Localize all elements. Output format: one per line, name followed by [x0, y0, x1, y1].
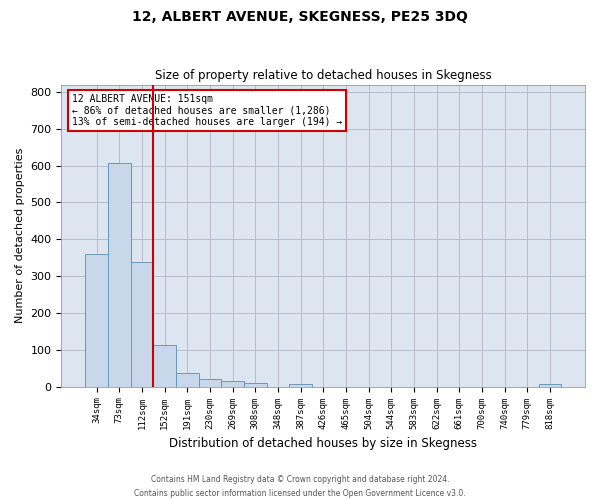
Text: 12, ALBERT AVENUE, SKEGNESS, PE25 3DQ: 12, ALBERT AVENUE, SKEGNESS, PE25 3DQ — [132, 10, 468, 24]
Y-axis label: Number of detached properties: Number of detached properties — [15, 148, 25, 324]
X-axis label: Distribution of detached houses by size in Skegness: Distribution of detached houses by size … — [169, 437, 477, 450]
Bar — [199, 379, 221, 386]
Bar — [85, 254, 108, 386]
Text: Contains HM Land Registry data © Crown copyright and database right 2024.
Contai: Contains HM Land Registry data © Crown c… — [134, 476, 466, 498]
Bar — [244, 383, 266, 386]
Bar — [108, 163, 131, 386]
Bar — [131, 262, 153, 386]
Bar — [221, 381, 244, 386]
Text: 12 ALBERT AVENUE: 151sqm
← 86% of detached houses are smaller (1,286)
13% of sem: 12 ALBERT AVENUE: 151sqm ← 86% of detach… — [72, 94, 342, 127]
Bar — [539, 384, 561, 386]
Bar — [176, 374, 199, 386]
Title: Size of property relative to detached houses in Skegness: Size of property relative to detached ho… — [155, 69, 491, 82]
Bar — [289, 384, 312, 386]
Bar — [153, 345, 176, 387]
